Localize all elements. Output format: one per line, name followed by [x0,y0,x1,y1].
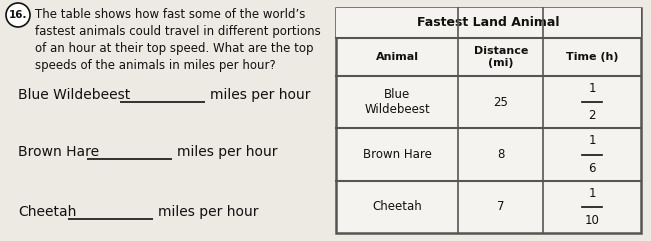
Text: Animal: Animal [376,52,419,62]
Text: Distance
(mi): Distance (mi) [473,46,528,68]
Text: fastest animals could travel in different portions: fastest animals could travel in differen… [35,25,321,38]
Text: miles per hour: miles per hour [177,145,277,159]
Text: Fastest Land Animal: Fastest Land Animal [417,16,560,29]
Text: 25: 25 [493,96,508,109]
Text: 8: 8 [497,148,505,161]
FancyBboxPatch shape [336,8,641,38]
Text: Brown Hare: Brown Hare [363,148,432,161]
Text: Time (h): Time (h) [566,52,618,62]
Text: 6: 6 [589,161,596,174]
Text: 1: 1 [589,82,596,95]
Text: 7: 7 [497,200,505,213]
Text: of an hour at their top speed. What are the top: of an hour at their top speed. What are … [35,42,314,55]
Circle shape [6,3,30,27]
Text: 16.: 16. [8,10,27,20]
Text: speeds of the animals in miles per hour?: speeds of the animals in miles per hour? [35,59,276,72]
Text: Blue Wildebeest: Blue Wildebeest [18,88,130,102]
Text: Blue
Wildebeest: Blue Wildebeest [364,88,430,116]
Text: Cheetah: Cheetah [372,200,422,213]
Text: Cheetah: Cheetah [18,205,76,219]
Text: The table shows how fast some of the world’s: The table shows how fast some of the wor… [35,8,305,21]
Text: miles per hour: miles per hour [210,88,310,102]
FancyBboxPatch shape [336,8,641,233]
Text: Brown Hare: Brown Hare [18,145,99,159]
Text: 10: 10 [585,214,600,227]
Text: 1: 1 [589,134,596,147]
Text: 2: 2 [589,109,596,122]
Text: miles per hour: miles per hour [158,205,258,219]
Text: 1: 1 [589,187,596,200]
